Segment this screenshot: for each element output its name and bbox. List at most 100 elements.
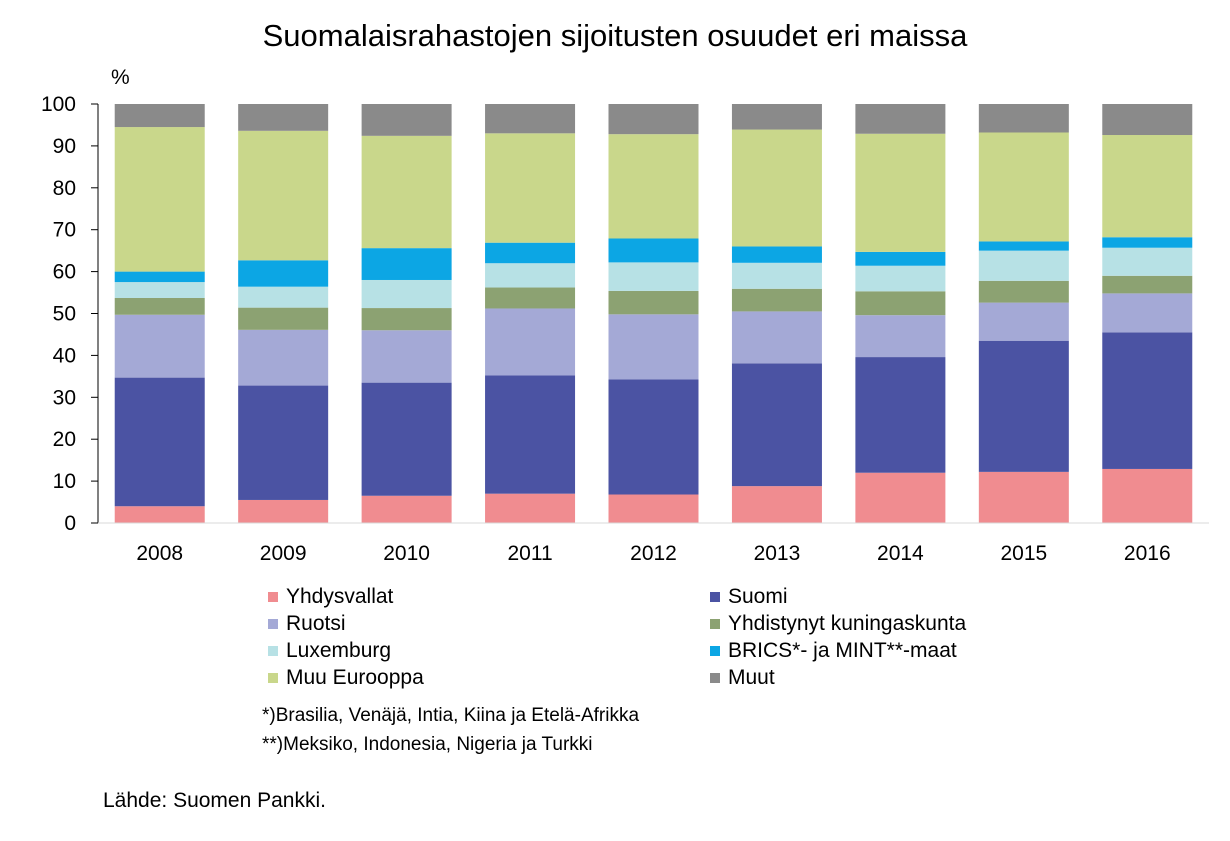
y-tick-label: 90 — [53, 135, 76, 158]
bar-segment — [855, 104, 946, 134]
bar-segment — [978, 241, 1069, 251]
legend-swatch — [268, 592, 278, 602]
bar-segment — [608, 379, 699, 495]
bar-segment — [361, 330, 452, 383]
bar-segment — [1102, 275, 1193, 294]
x-tick-label: 2016 — [1124, 542, 1171, 565]
x-tick-label: 2014 — [877, 542, 924, 565]
footnote-mint: **)Meksiko, Indonesia, Nigeria ja Turkki — [262, 734, 593, 755]
y-tick-label: 50 — [53, 303, 76, 326]
bar-segment — [1102, 237, 1193, 248]
bar-stack-2011 — [485, 104, 576, 523]
bar-stack-2014 — [855, 104, 946, 523]
legend-swatch — [710, 619, 720, 629]
bar-segment — [361, 248, 452, 280]
bar-segment — [1102, 468, 1193, 523]
legend-swatch — [268, 646, 278, 656]
y-tick-label: 100 — [41, 93, 76, 116]
bar-segment — [485, 263, 576, 288]
bars — [114, 104, 1193, 523]
bar-segment — [114, 271, 205, 283]
bar-segment — [731, 311, 822, 364]
bar-segment — [361, 382, 452, 496]
bar-segment — [731, 262, 822, 289]
x-axis: 2008 2009 2010 2011 2012 2013 2014 2015 2016 — [98, 522, 1209, 565]
bar-segment — [238, 385, 329, 500]
x-tick-label: 2015 — [1000, 542, 1047, 565]
legend-label: Luxemburg — [286, 639, 392, 662]
bar-segment — [361, 135, 452, 249]
footnote-brics: *)Brasilia, Venäjä, Intia, Kiina ja Etel… — [262, 705, 640, 726]
bar-stack-2016 — [1102, 104, 1193, 523]
bar-segment — [238, 307, 329, 330]
bar-segment — [978, 280, 1069, 303]
bar-segment — [1102, 135, 1193, 238]
bar-segment — [238, 329, 329, 386]
bar-segment — [114, 297, 205, 315]
bar-segment — [608, 238, 699, 263]
bar-segment — [731, 486, 822, 523]
bar-segment — [855, 265, 946, 292]
bar-segment — [238, 130, 329, 261]
bar-segment — [731, 288, 822, 312]
legend-label: Muut — [728, 666, 775, 689]
bar-segment — [978, 302, 1069, 341]
bar-segment — [855, 291, 946, 316]
bar-segment — [731, 246, 822, 263]
bar-segment — [1102, 104, 1193, 136]
y-tick-label: 20 — [53, 428, 76, 451]
bar-stack-2012 — [608, 104, 699, 523]
bar-segment — [361, 279, 452, 309]
bar-segment — [608, 104, 699, 135]
x-tick-label: 2010 — [383, 542, 430, 565]
bar-segment — [855, 472, 946, 523]
bar-segment — [238, 499, 329, 523]
legend-item: Muut — [710, 666, 775, 690]
y-tick-label: 40 — [53, 344, 76, 367]
bar-segment — [114, 127, 205, 272]
x-tick-label: 2008 — [136, 542, 183, 565]
legend-label: BRICS*- ja MINT**-maat — [728, 639, 957, 662]
y-tick-label: 80 — [53, 177, 76, 200]
bar-stack-2015 — [978, 104, 1069, 523]
bar-segment — [855, 251, 946, 266]
y-tick-label: 30 — [53, 386, 76, 409]
y-tick-label: 60 — [53, 261, 76, 284]
bar-segment — [731, 363, 822, 487]
bar-segment — [114, 282, 205, 298]
x-tick-label: 2011 — [507, 542, 552, 565]
bar-stack-2010 — [361, 104, 452, 523]
bar-segment — [1102, 247, 1193, 276]
legend-swatch — [710, 646, 720, 656]
bar-segment — [361, 308, 452, 331]
bar-segment — [608, 494, 699, 523]
legend-item: Luxemburg — [268, 639, 391, 663]
bar-segment — [608, 134, 699, 239]
bar-segment — [978, 340, 1069, 472]
legend-swatch — [268, 619, 278, 629]
bar-segment — [114, 104, 205, 128]
bar-segment — [485, 493, 576, 523]
x-tick-label: 2013 — [754, 542, 801, 565]
x-tick-label: 2012 — [630, 542, 677, 565]
legend-item: Suomi — [710, 585, 788, 609]
bar-segment — [1102, 332, 1193, 469]
bar-segment — [238, 104, 329, 131]
bar-segment — [978, 471, 1069, 523]
source-note: Lähde: Suomen Pankki. — [103, 789, 326, 812]
bar-segment — [485, 133, 576, 243]
x-tick-label: 2009 — [260, 542, 307, 565]
legend-swatch — [268, 673, 278, 683]
bar-segment — [855, 357, 946, 473]
y-tick-label: 0 — [64, 512, 76, 535]
bar-segment — [608, 290, 699, 315]
bar-segment — [485, 104, 576, 134]
legend-item: BRICS*- ja MINT**-maat — [710, 639, 957, 663]
bar-segment — [361, 104, 452, 136]
chart-title: Suomalaisrahastojen sijoitusten osuudet … — [262, 18, 968, 53]
y-tick-label: 10 — [53, 470, 76, 493]
legend-label: Yhdistynyt kuningaskunta — [728, 612, 967, 635]
bar-segment — [608, 314, 699, 380]
bar-segment — [238, 260, 329, 287]
y-tick-label: 70 — [53, 219, 76, 242]
